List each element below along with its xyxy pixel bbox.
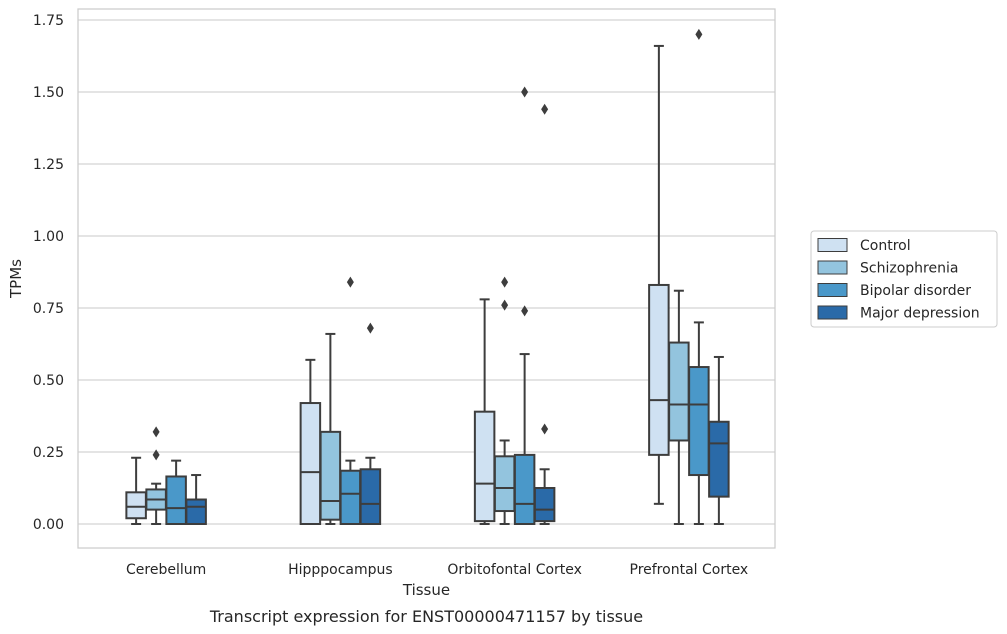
box-iqr: [473, 410, 496, 523]
outlier-point: [501, 276, 509, 288]
outlier-point: [695, 28, 703, 40]
x-tick-label: Prefrontal Cortex: [630, 562, 749, 578]
series-schizophrenia: [145, 276, 690, 525]
box-orbitofontal-cortex: [473, 298, 496, 525]
box-prefrontal-cortex: [708, 355, 730, 525]
box-iqr: [513, 453, 536, 526]
box-iqr: [688, 366, 710, 477]
y-tick-label: 1.00: [33, 229, 64, 245]
box-cerebellum: [125, 456, 147, 525]
y-tick-label: 0.25: [33, 445, 64, 461]
y-tick-label: 0.00: [33, 517, 64, 533]
box-cerebellum: [145, 426, 167, 525]
box-iqr: [299, 402, 322, 526]
legend-swatch: [817, 260, 848, 275]
legend-item: Schizophrenia: [817, 260, 958, 277]
x-tick-label: Hipppocampus: [288, 562, 393, 578]
x-tick-label: Cerebellum: [126, 562, 206, 578]
box-orbitofontal-cortex: [533, 103, 556, 525]
x-tick-labels: Cerebellum Hipppocampus Orbitofontal Corte…: [126, 562, 748, 578]
box-prefrontal-cortex: [668, 289, 690, 525]
outlier-point: [346, 276, 354, 288]
outlier-point: [366, 322, 374, 334]
outlier-point: [541, 423, 549, 435]
box-hipppocampus: [339, 276, 362, 525]
x-axis-title: Tissue: [402, 581, 450, 599]
box-cerebellum: [185, 474, 207, 525]
box-series: [125, 28, 730, 526]
legend-frame: [810, 230, 998, 328]
y-tick-label: 1.75: [33, 13, 64, 29]
y-tick-labels: 0.00 0.25 0.50 0.75 1.00 1.25 1.50 1.75: [33, 13, 64, 533]
box-cerebellum: [165, 459, 187, 526]
outlier-point: [541, 103, 549, 115]
box-iqr: [668, 341, 690, 442]
gridlines: [78, 19, 775, 525]
box-hipppocampus: [319, 332, 342, 525]
box-iqr: [319, 430, 342, 521]
box-iqr: [533, 487, 556, 523]
box-prefrontal-cortex: [688, 28, 710, 525]
legend-swatch: [817, 238, 848, 252]
outlier-point: [521, 305, 529, 317]
y-tick-label: 1.50: [33, 85, 64, 101]
legend-label: Major depression: [860, 306, 980, 322]
legend-label: Bipolar disorder: [860, 283, 971, 299]
box-iqr: [359, 468, 382, 525]
y-tick-label: 0.75: [33, 301, 64, 317]
box-iqr: [493, 455, 516, 513]
plot-frame: [77, 8, 776, 549]
legend-label: Schizophrenia: [860, 261, 958, 277]
legend-swatch: [817, 283, 848, 297]
box-prefrontal-cortex: [648, 44, 670, 505]
series-bipolar-disorder: [165, 28, 710, 526]
y-tick-label: 0.50: [33, 373, 64, 389]
legend-label: Control: [860, 238, 911, 254]
x-tick-label: Orbitofontal Cortex: [447, 562, 582, 578]
series-control: [125, 44, 670, 526]
legend-item: Control: [817, 238, 911, 254]
series-major-depression: [185, 103, 730, 525]
box-iqr: [339, 469, 362, 525]
legend-item: Bipolar disorder: [817, 283, 971, 299]
legend-swatch: [817, 305, 848, 320]
box-iqr: [125, 491, 147, 520]
outlier-point: [501, 299, 509, 311]
y-axis-title: TPMs: [7, 259, 25, 299]
box-orbitofontal-cortex: [493, 276, 516, 525]
chart-caption: Transcript expression for ENST0000047115…: [209, 607, 643, 626]
box-orbitofontal-cortex: [513, 86, 536, 526]
box-iqr: [185, 498, 207, 525]
y-tick-label: 1.25: [33, 157, 64, 173]
outlier-point: [152, 449, 160, 461]
legend-item: Major depression: [817, 305, 980, 322]
outlier-point: [521, 86, 529, 98]
box-iqr: [648, 283, 670, 456]
box-hipppocampus: [359, 322, 382, 525]
outlier-point: [152, 426, 160, 438]
box-iqr: [165, 475, 187, 526]
legend: Control Schizophrenia Bipolar disorder Majo…: [810, 230, 998, 328]
box-hipppocampus: [299, 358, 322, 526]
box-iqr: [708, 420, 730, 498]
